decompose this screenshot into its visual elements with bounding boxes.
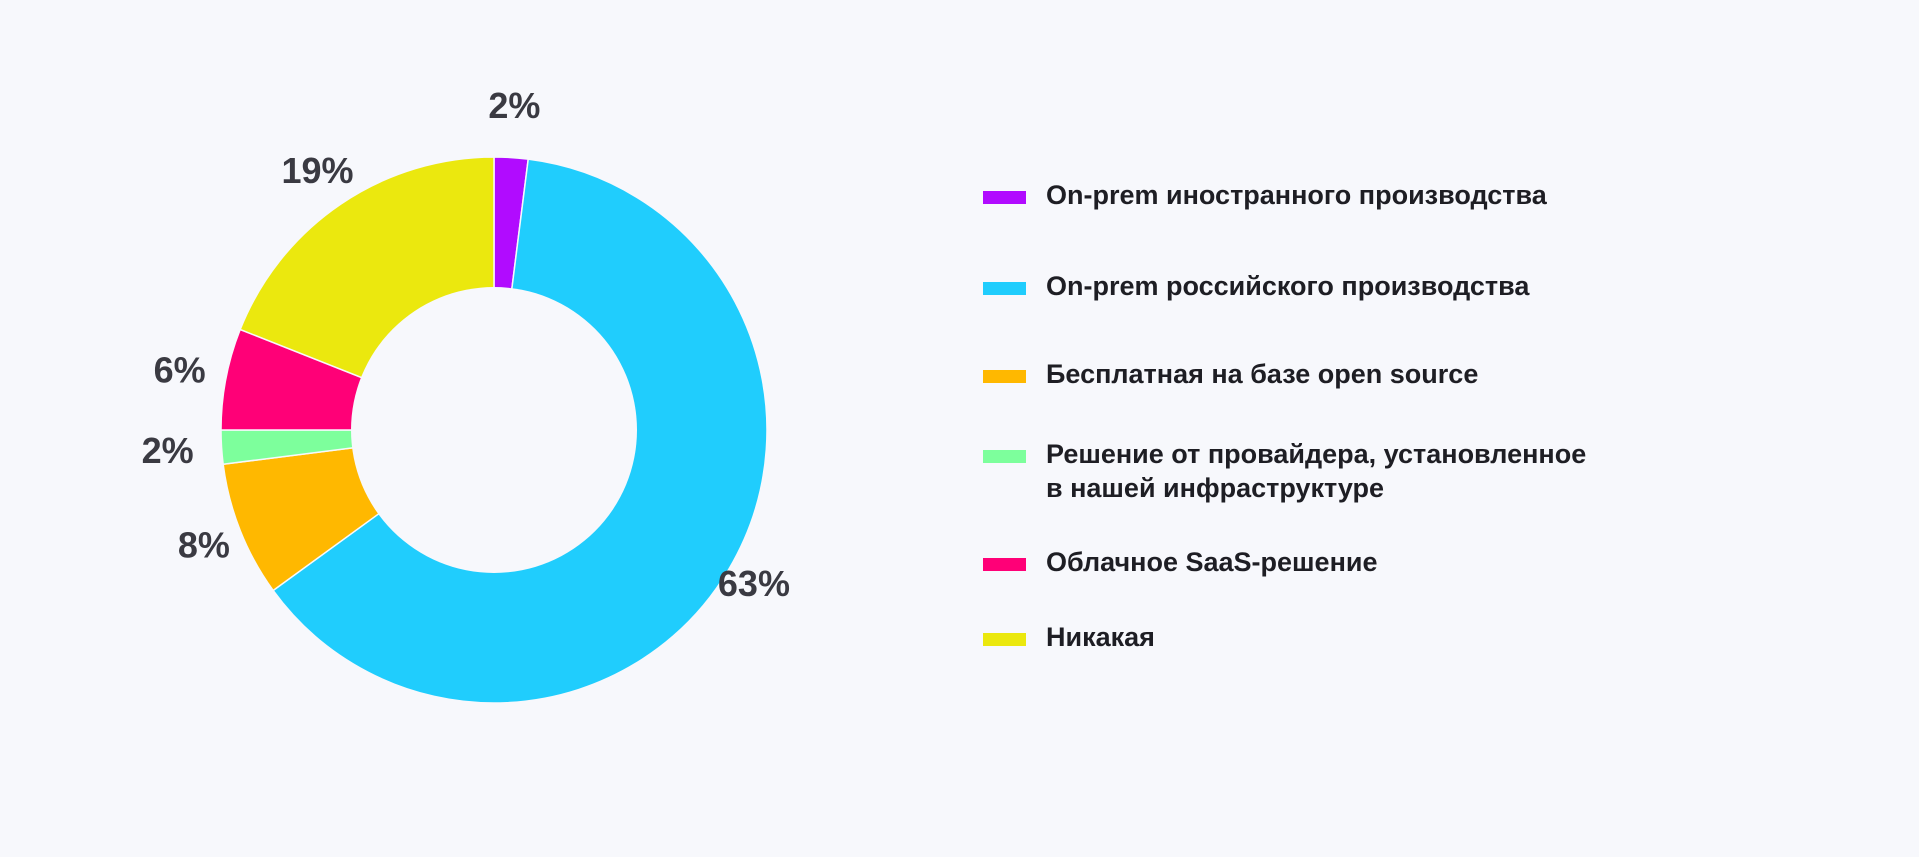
legend-swatch — [983, 558, 1026, 571]
label-provider-solution: 2% — [142, 430, 194, 471]
donut-chart: 2% 63% 8% 2% 6% 19% — [142, 85, 790, 704]
label-russian-on-prem: 63% — [718, 563, 790, 604]
label-foreign-on-prem: 2% — [488, 85, 540, 126]
label-none: 19% — [281, 150, 353, 191]
legend-label: Никакая — [1046, 622, 1155, 652]
legend-swatch — [983, 370, 1026, 383]
legend-item-russian-on-prem: On-prem российского производства — [983, 269, 1529, 303]
value-labels: 2% 63% 8% 2% 6% 19% — [142, 85, 790, 604]
legend-item-open-source: Бесплатная на базе open source — [983, 357, 1478, 391]
legend-swatch — [983, 282, 1026, 295]
donut-hole — [351, 287, 637, 573]
label-saas: 6% — [154, 350, 206, 391]
legend-swatch — [983, 191, 1026, 204]
legend-label: Бесплатная на базе open source — [1046, 359, 1479, 389]
legend-item-none: Никакая — [983, 620, 1155, 654]
legend-label: On-prem российского производства — [1046, 271, 1530, 301]
legend-swatch — [983, 450, 1026, 463]
legend-item-saas: Облачное SaaS-решение — [983, 545, 1378, 579]
legend-label: Решение от провайдера, установленное в н… — [1046, 439, 1587, 503]
legend-label: On-prem иностранного производства — [1046, 180, 1547, 210]
label-open-source: 8% — [178, 524, 230, 565]
legend-label: Облачное SaaS-решение — [1046, 547, 1378, 577]
legend: On-prem иностранного производства On-pre… — [983, 0, 1883, 857]
legend-item-provider-solution: Решение от провайдера, установленное в н… — [983, 437, 1586, 505]
legend-swatch — [983, 633, 1026, 646]
legend-item-foreign-on-prem: On-prem иностранного производства — [983, 178, 1547, 212]
